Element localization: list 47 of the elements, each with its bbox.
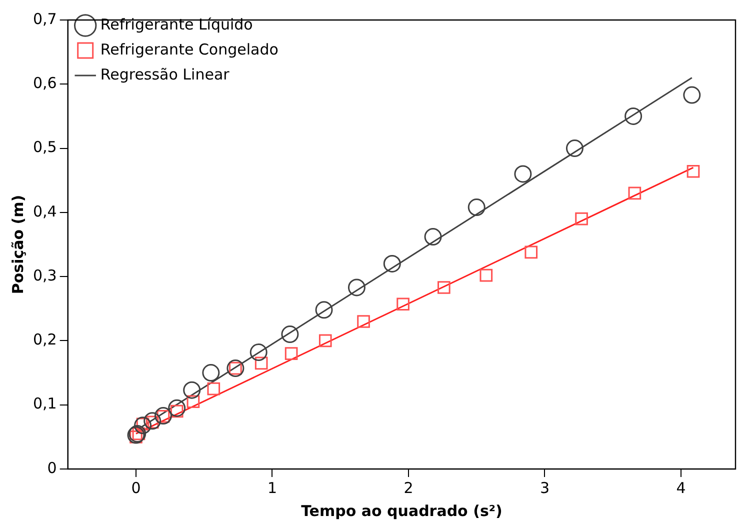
point bbox=[575, 212, 588, 226]
point bbox=[628, 186, 642, 200]
y-tick-label: 0,6 bbox=[32, 74, 57, 92]
legend-label: Regressão Linear bbox=[100, 65, 230, 84]
point bbox=[250, 344, 268, 362]
point bbox=[566, 140, 584, 158]
point bbox=[424, 228, 442, 246]
point bbox=[315, 301, 333, 319]
point bbox=[683, 86, 701, 104]
point bbox=[318, 334, 332, 348]
x-axis-title: Tempo ao quadrado (s²) bbox=[301, 502, 502, 520]
point bbox=[468, 198, 486, 216]
y-tick-label: 0,4 bbox=[32, 202, 57, 220]
point bbox=[396, 298, 410, 311]
point bbox=[348, 278, 366, 296]
x-tick-label: 4 bbox=[676, 478, 686, 497]
y-axis-title: Posição (m) bbox=[8, 194, 27, 294]
point bbox=[357, 315, 370, 328]
point bbox=[524, 246, 538, 259]
y-tick-label: 0,5 bbox=[32, 138, 57, 156]
point bbox=[438, 281, 450, 294]
y-tick-label: 0,2 bbox=[32, 330, 57, 349]
y-tick-label: 0 bbox=[47, 458, 57, 477]
point bbox=[186, 395, 200, 408]
point bbox=[144, 412, 162, 430]
y-tick-label: 0,7 bbox=[32, 10, 57, 28]
y-tick-label: 0,3 bbox=[32, 266, 57, 284]
point bbox=[202, 364, 220, 382]
x-tick-label: 3 bbox=[540, 478, 550, 497]
point bbox=[480, 268, 493, 282]
legend-label: Refrigerante Líquido bbox=[100, 15, 253, 34]
point bbox=[168, 399, 186, 417]
point bbox=[624, 107, 642, 125]
x-tick-label: 0 bbox=[131, 478, 141, 497]
point bbox=[284, 347, 298, 360]
point bbox=[134, 416, 152, 434]
x-tick-label: 1 bbox=[267, 478, 278, 497]
point bbox=[383, 254, 401, 272]
point bbox=[281, 326, 299, 344]
point bbox=[254, 356, 268, 370]
point bbox=[514, 165, 532, 183]
legend-label: Refrigerante Congelado bbox=[100, 40, 278, 58]
y-tick-label: 0,1 bbox=[32, 394, 57, 413]
point bbox=[686, 164, 700, 178]
point bbox=[183, 381, 201, 399]
point bbox=[207, 382, 220, 396]
x-tick-label: 2 bbox=[404, 478, 414, 497]
